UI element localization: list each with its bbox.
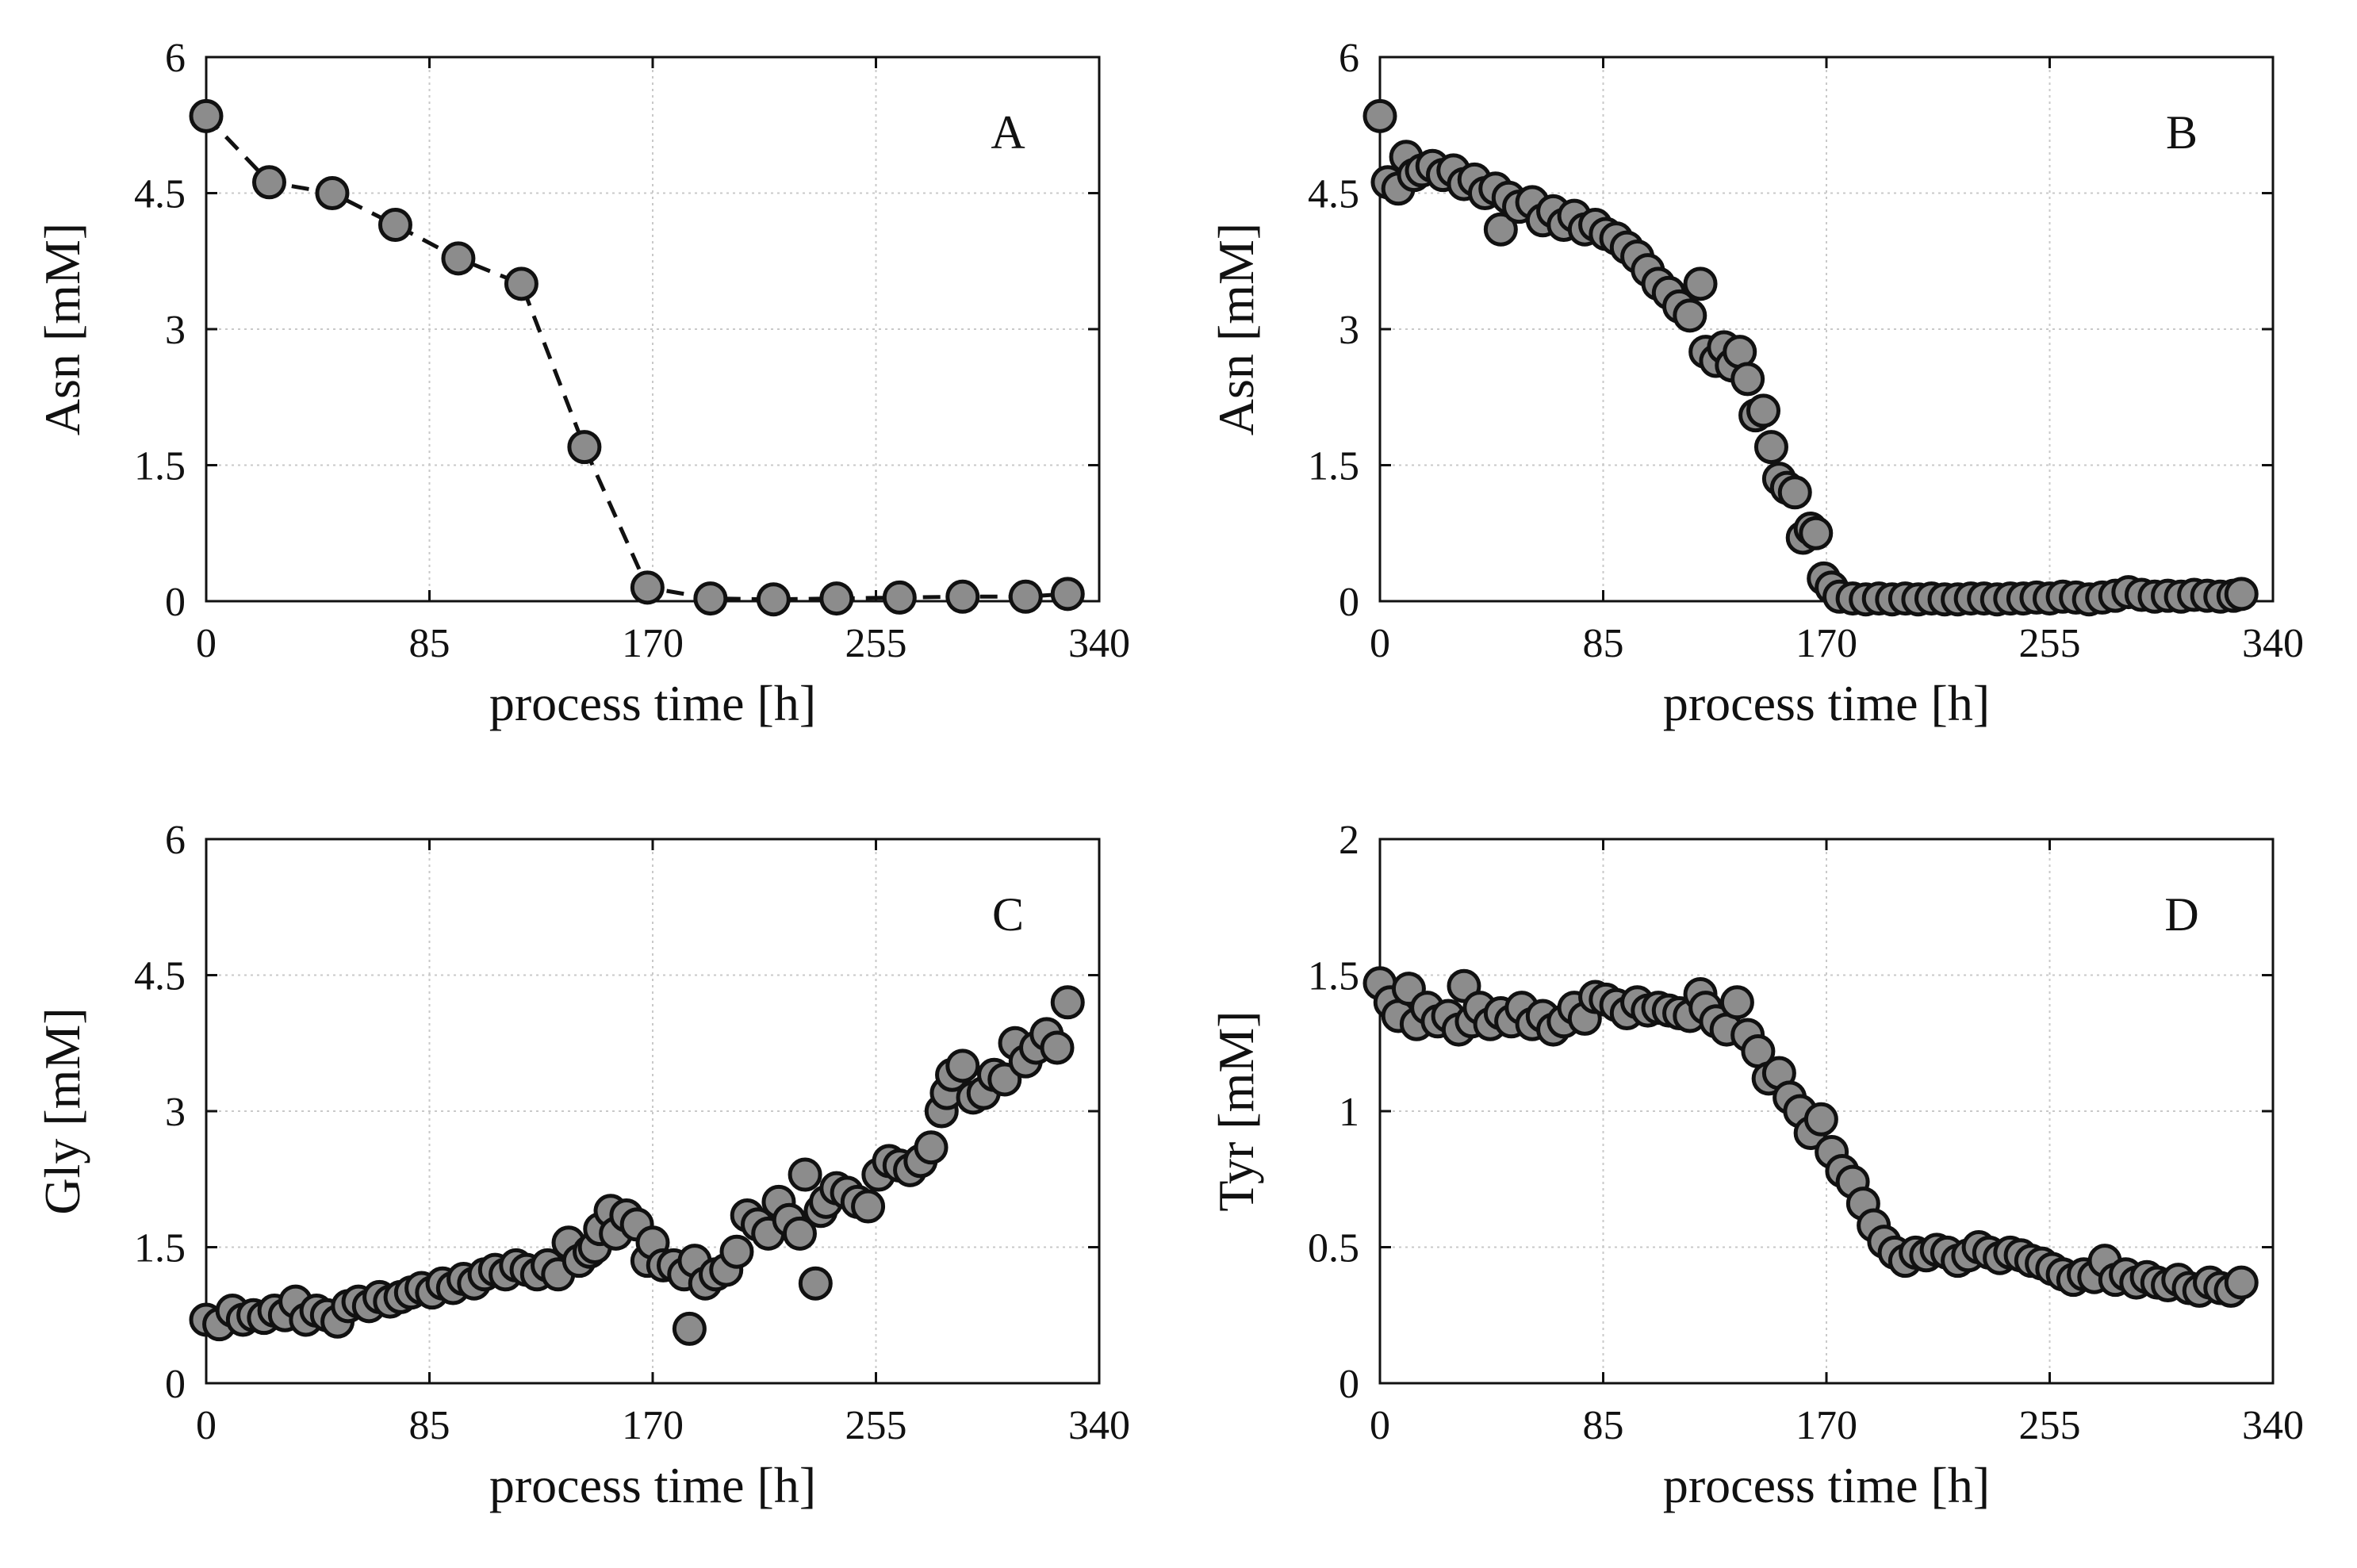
y-tick-label: 3 — [165, 308, 186, 353]
data-point — [1730, 362, 1765, 397]
data-point — [315, 176, 350, 210]
data-point — [945, 1049, 980, 1083]
x-tick-label: 0 — [196, 621, 217, 666]
x-tick-label: 85 — [1583, 621, 1624, 666]
x-tick-label: 340 — [2242, 621, 2304, 666]
y-axis-label: Tyr [mM] — [1208, 1010, 1264, 1211]
data-point — [567, 430, 602, 465]
data-point — [914, 1130, 949, 1165]
y-tick-label: 1.5 — [134, 1226, 186, 1271]
data-point — [2224, 1265, 2259, 1300]
data-point — [819, 581, 854, 616]
x-tick-label: 170 — [622, 621, 684, 666]
x-tick-label: 255 — [2019, 621, 2081, 666]
x-tick-label: 85 — [409, 1403, 450, 1448]
data-point — [1050, 577, 1085, 611]
x-tick-label: 170 — [622, 1403, 684, 1448]
y-tick-label: 4.5 — [134, 172, 186, 217]
panel-b: 0 85 170 255 340 0 1.5 3 4.5 6 process time [h] Asn… — [1208, 36, 2304, 731]
data-point — [756, 582, 791, 617]
data-point — [1673, 298, 1707, 333]
data-point — [1362, 98, 1397, 133]
data-point — [1008, 579, 1043, 614]
data-point — [1483, 212, 1518, 247]
x-axis-label: process time [h] — [1663, 675, 1990, 731]
y-tick-label: 6 — [165, 36, 186, 81]
x-tick-label: 255 — [845, 621, 907, 666]
x-tick-label: 340 — [1068, 1403, 1130, 1448]
y-tick-label: 6 — [1339, 36, 1359, 81]
data-point — [378, 208, 412, 243]
data-point — [987, 1062, 1022, 1097]
y-tick-label: 4.5 — [1308, 172, 1359, 217]
data-point — [1803, 1102, 1838, 1137]
data-point — [504, 266, 538, 301]
y-tick-label: 1.5 — [1308, 444, 1359, 489]
data-point — [945, 579, 980, 614]
data-point — [798, 1266, 833, 1301]
panel-a: 0 85 170 255 340 0 1.5 3 4.5 6 process time [h] Asn… — [34, 36, 1130, 731]
y-tick-label: 6 — [165, 818, 186, 863]
data-point — [251, 165, 286, 200]
x-tick-label: 340 — [2242, 1403, 2304, 1448]
data-point — [851, 1189, 886, 1224]
data-point — [782, 1216, 817, 1251]
data-point — [1799, 516, 1834, 550]
data-point — [719, 1234, 754, 1269]
x-tick-label: 170 — [1796, 1403, 1857, 1448]
data-point — [1746, 393, 1781, 428]
y-tick-label: 0 — [165, 580, 186, 625]
y-axis-label: Gly [mM] — [34, 1007, 90, 1214]
panel-letter: C — [992, 888, 1024, 941]
y-axis-label: Asn [mM] — [34, 223, 90, 435]
data-point — [189, 98, 224, 133]
y-tick-label: 0 — [165, 1362, 186, 1407]
x-tick-label: 0 — [196, 1403, 217, 1448]
x-tick-label: 0 — [1370, 621, 1390, 666]
y-tick-label: 0 — [1339, 1362, 1359, 1407]
data-point — [1777, 475, 1812, 510]
y-tick-label: 3 — [1339, 308, 1359, 353]
data-point — [672, 1311, 707, 1346]
x-tick-label: 0 — [1370, 1403, 1390, 1448]
y-tick-label: 4.5 — [134, 954, 186, 999]
data-point — [1050, 985, 1085, 1020]
x-tick-label: 170 — [1796, 621, 1857, 666]
data-point — [1753, 430, 1788, 465]
y-tick-label: 1.5 — [1308, 954, 1359, 999]
y-tick-label: 0 — [1339, 580, 1359, 625]
y-tick-label: 1 — [1339, 1090, 1359, 1135]
x-tick-label: 340 — [1068, 621, 1130, 666]
x-tick-label: 255 — [2019, 1403, 2081, 1448]
panel-d: 0 85 170 255 340 0 0.5 1 1.5 2 process time [h] Tyr… — [1208, 818, 2304, 1513]
x-axis-label: process time [h] — [1663, 1457, 1990, 1513]
data-point — [630, 570, 665, 605]
x-tick-label: 255 — [845, 1403, 907, 1448]
x-tick-label: 85 — [1583, 1403, 1624, 1448]
data-point — [1719, 985, 1754, 1020]
data-point — [1040, 1030, 1075, 1065]
data-point — [882, 580, 917, 615]
y-tick-label: 3 — [165, 1090, 186, 1135]
panel-letter: A — [991, 106, 1025, 159]
x-axis-label: process time [h] — [489, 1457, 816, 1513]
y-tick-label: 1.5 — [134, 444, 186, 489]
data-point — [2224, 577, 2259, 611]
data-point — [693, 581, 728, 616]
y-tick-label: 2 — [1339, 818, 1359, 863]
data-point — [1683, 266, 1718, 301]
data-point — [441, 241, 476, 276]
data-point — [788, 1157, 822, 1192]
panel-letter: D — [2164, 888, 2198, 941]
y-tick-label: 0.5 — [1308, 1226, 1359, 1271]
y-axis-label: Asn [mM] — [1208, 223, 1264, 435]
x-tick-label: 85 — [409, 621, 450, 666]
panel-letter: B — [2166, 106, 2198, 159]
x-axis-label: process time [h] — [489, 675, 816, 731]
panel-c: 0 85 170 255 340 0 1.5 3 4.5 6 process time [h] Gly… — [34, 818, 1130, 1513]
